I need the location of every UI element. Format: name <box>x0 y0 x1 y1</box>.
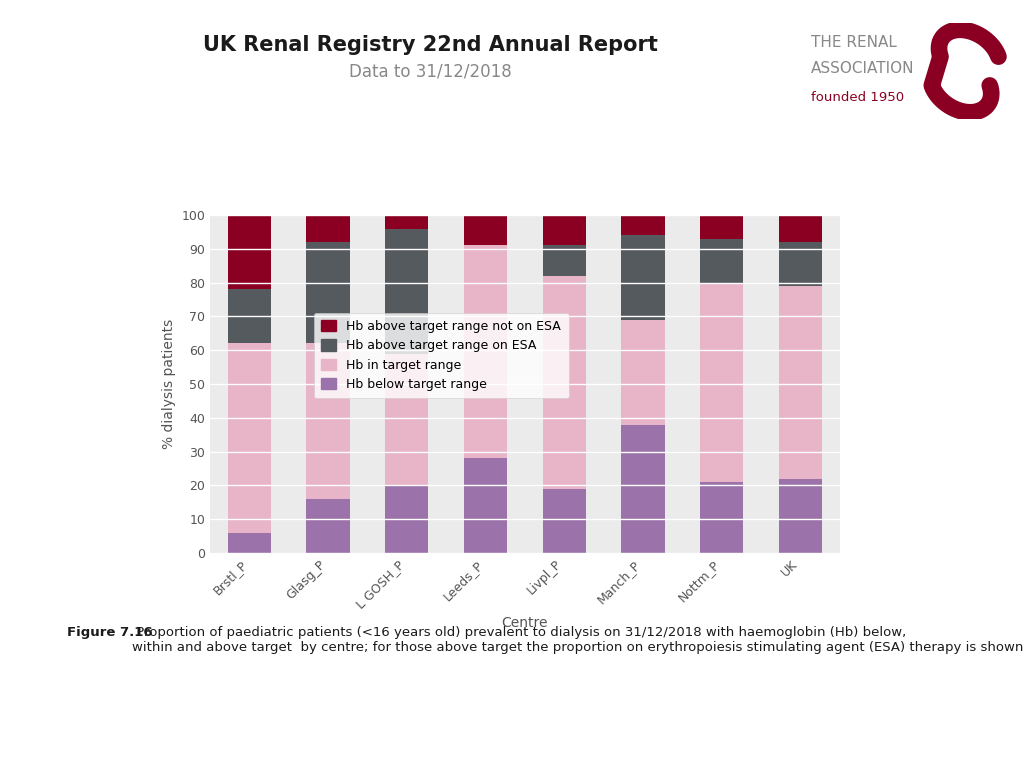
Text: Proportion of paediatric patients (<16 years old) prevalent to dialysis on 31/12: Proportion of paediatric patients (<16 y… <box>132 626 1023 654</box>
Bar <box>622 319 665 425</box>
Bar <box>543 276 586 488</box>
Bar <box>306 215 349 242</box>
Bar <box>385 229 428 353</box>
Bar <box>306 499 349 553</box>
Bar <box>700 283 743 482</box>
Bar <box>700 239 743 283</box>
Bar <box>543 215 586 246</box>
Text: founded 1950: founded 1950 <box>811 91 904 104</box>
Bar <box>778 286 822 478</box>
Bar <box>385 353 428 485</box>
Bar <box>778 242 822 286</box>
X-axis label: Centre: Centre <box>502 616 548 631</box>
Bar <box>622 235 665 319</box>
Y-axis label: % dialysis patients: % dialysis patients <box>162 319 176 449</box>
Text: UK Renal Registry 22nd Annual Report: UK Renal Registry 22nd Annual Report <box>203 35 657 55</box>
Bar <box>385 215 428 229</box>
Text: Figure 7.16: Figure 7.16 <box>67 626 153 639</box>
Bar <box>227 343 271 533</box>
Bar <box>778 215 822 242</box>
Bar <box>622 215 665 235</box>
Bar <box>543 488 586 553</box>
Bar <box>227 215 271 290</box>
Bar <box>306 242 349 343</box>
Bar <box>464 458 507 553</box>
Bar <box>385 485 428 553</box>
Bar <box>227 290 271 343</box>
Bar <box>227 533 271 553</box>
Bar <box>306 343 349 499</box>
Bar <box>464 246 507 458</box>
Bar <box>700 215 743 239</box>
Bar <box>622 425 665 553</box>
Text: THE RENAL: THE RENAL <box>811 35 897 50</box>
Bar <box>778 478 822 553</box>
Text: Data to 31/12/2018: Data to 31/12/2018 <box>349 63 511 81</box>
Bar <box>543 246 586 276</box>
Text: ASSOCIATION: ASSOCIATION <box>811 61 914 77</box>
Bar <box>464 215 507 246</box>
Bar <box>700 482 743 553</box>
Legend: Hb above target range not on ESA, Hb above target range on ESA, Hb in target ran: Hb above target range not on ESA, Hb abo… <box>313 313 568 399</box>
